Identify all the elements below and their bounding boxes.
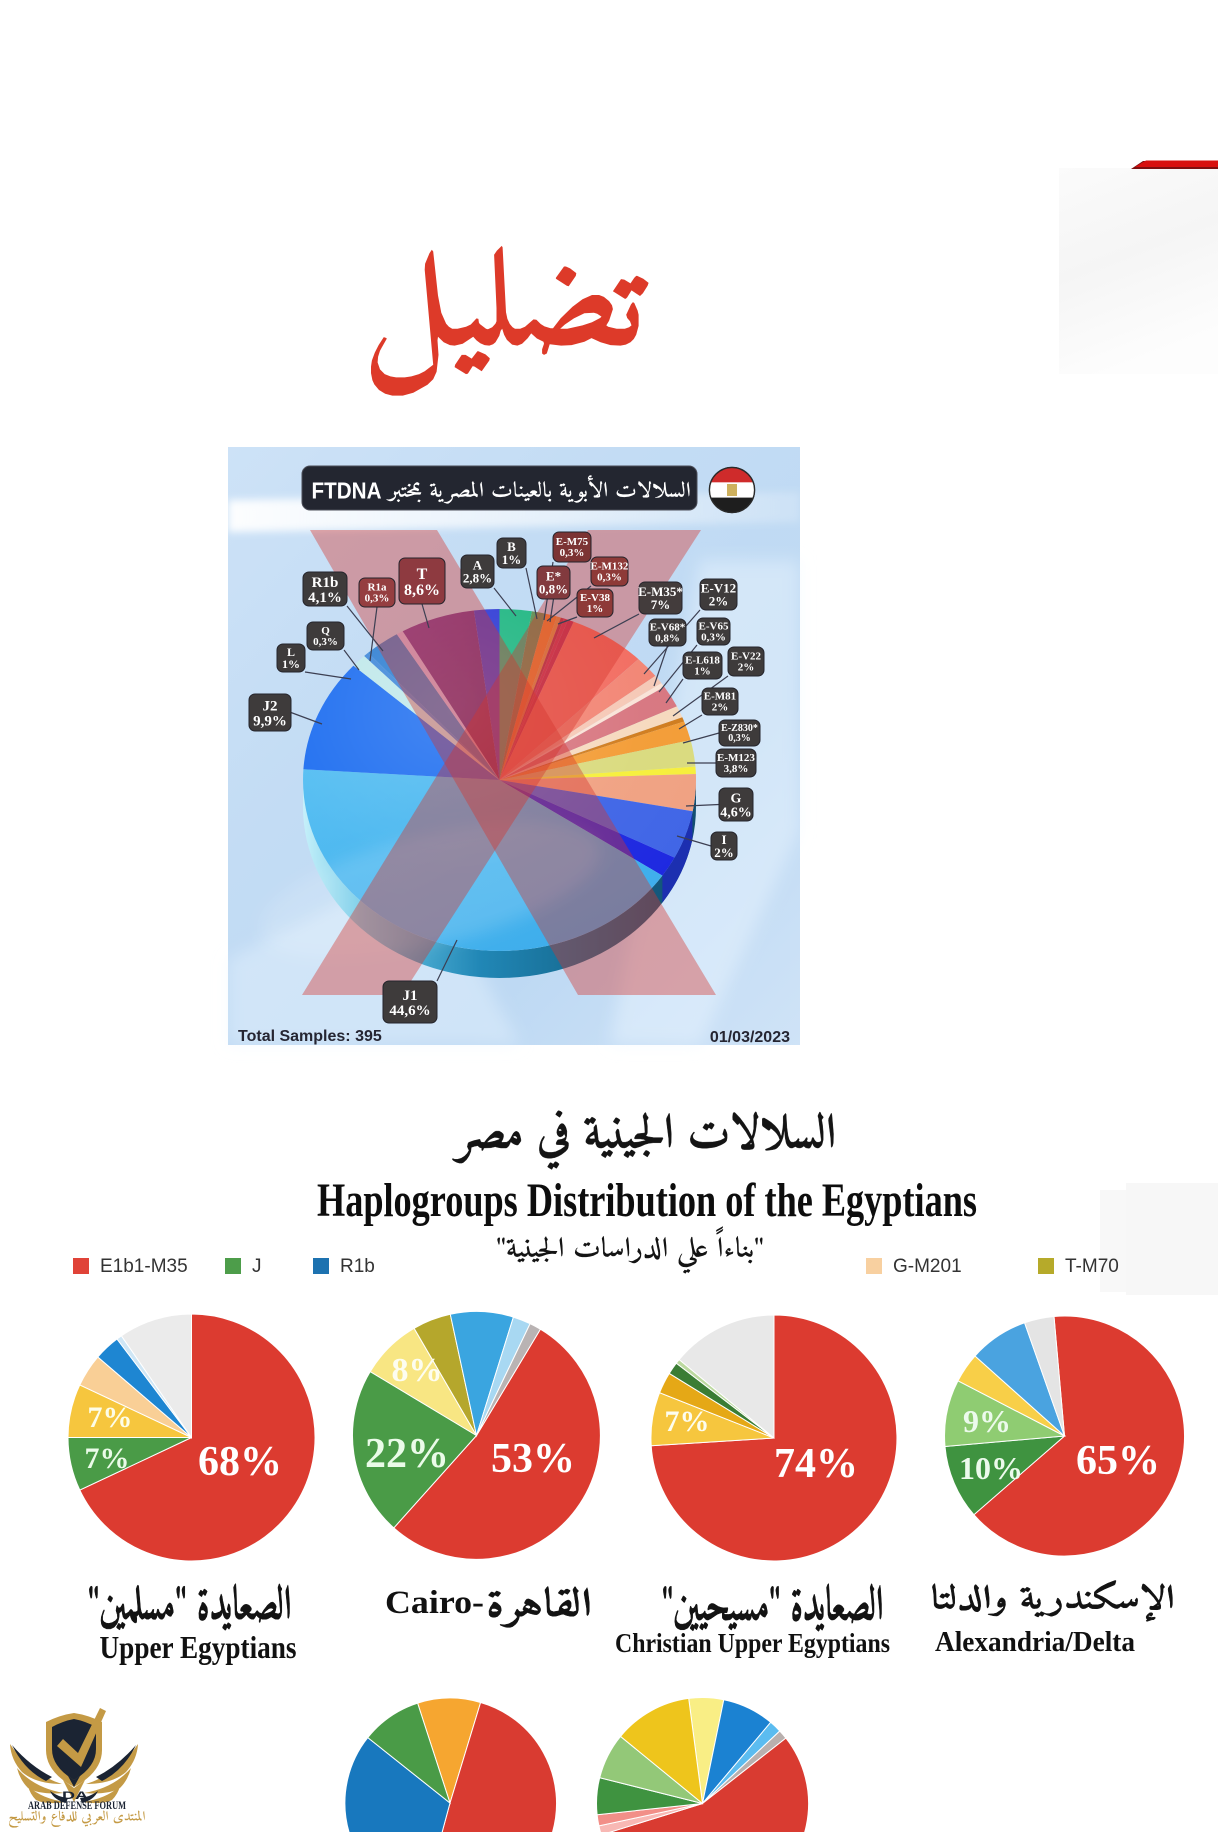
svg-text:1%: 1% xyxy=(694,666,711,678)
svg-text:2%: 2% xyxy=(709,594,729,609)
svg-text:J1: J1 xyxy=(403,988,418,1004)
svg-text:ARAB DEFENSE FORUM: ARAB DEFENSE FORUM xyxy=(28,1800,126,1812)
svg-text:0,3%: 0,3% xyxy=(728,733,751,744)
svg-text:B: B xyxy=(507,539,516,554)
svg-text:4,1%: 4,1% xyxy=(308,590,342,606)
svg-text:1%: 1% xyxy=(502,552,522,567)
svg-text:Total Samples: 395: Total Samples: 395 xyxy=(238,1028,382,1045)
svg-text:7%: 7% xyxy=(651,597,671,612)
svg-text:E-M35*: E-M35* xyxy=(638,584,683,599)
svg-text:FTDNA: FTDNA xyxy=(312,478,382,504)
svg-text:Haplogroups Distribution of th: Haplogroups Distribution of the Egyptian… xyxy=(317,1174,977,1227)
svg-text:44,6%: 44,6% xyxy=(389,1003,430,1019)
svg-text:0,3%: 0,3% xyxy=(560,547,585,559)
svg-text:0,3%: 0,3% xyxy=(597,572,622,584)
svg-text:J2: J2 xyxy=(263,699,278,715)
svg-text:E1b1-M35: E1b1-M35 xyxy=(100,1256,188,1277)
svg-text:E-V38: E-V38 xyxy=(580,592,610,604)
svg-text:0,3%: 0,3% xyxy=(701,632,726,644)
svg-text:0,3%: 0,3% xyxy=(365,593,390,605)
svg-text:0,8%: 0,8% xyxy=(655,633,680,645)
svg-text:G: G xyxy=(731,792,742,807)
svg-text:65%: 65% xyxy=(1076,1438,1160,1484)
svg-text:10%: 10% xyxy=(959,1450,1023,1486)
svg-text:1%: 1% xyxy=(282,657,300,671)
svg-text:T-M70: T-M70 xyxy=(1065,1256,1119,1277)
svg-text:3,8%: 3,8% xyxy=(724,763,749,775)
svg-text:E-V68*: E-V68* xyxy=(650,622,686,634)
svg-text:J: J xyxy=(252,1256,262,1277)
svg-text:L: L xyxy=(287,645,295,659)
svg-text:1%: 1% xyxy=(587,603,604,615)
svg-text:0,3%: 0,3% xyxy=(313,636,338,648)
svg-text:01/03/2023: 01/03/2023 xyxy=(710,1029,790,1046)
svg-text:2%: 2% xyxy=(714,845,734,860)
svg-text:74%: 74% xyxy=(774,1441,858,1487)
svg-text:4,6%: 4,6% xyxy=(720,806,752,821)
svg-text:E-V65: E-V65 xyxy=(699,621,729,633)
svg-text:E*: E* xyxy=(546,569,561,584)
svg-text:Upper Egyptians: Upper Egyptians xyxy=(100,1629,297,1665)
svg-text:7%: 7% xyxy=(85,1442,130,1475)
svg-text:E-M123: E-M123 xyxy=(717,752,755,764)
svg-text:E-M75: E-M75 xyxy=(556,536,589,548)
svg-text:E-M132: E-M132 xyxy=(591,561,629,573)
svg-text:I: I xyxy=(721,832,726,847)
svg-text:53%: 53% xyxy=(491,1436,575,1482)
svg-text:R1b: R1b xyxy=(312,575,339,591)
svg-text:E-M81: E-M81 xyxy=(704,691,736,703)
svg-text:9%: 9% xyxy=(963,1403,1011,1439)
svg-text:R1b: R1b xyxy=(340,1256,375,1277)
svg-text:A: A xyxy=(473,558,483,573)
svg-text:8,6%: 8,6% xyxy=(404,582,440,599)
svg-text:2%: 2% xyxy=(738,662,755,674)
svg-text:7%: 7% xyxy=(665,1405,710,1438)
svg-text:22%: 22% xyxy=(365,1431,449,1477)
svg-text:E-V12: E-V12 xyxy=(701,581,736,596)
svg-text:E-L618: E-L618 xyxy=(685,655,720,667)
svg-text:2%: 2% xyxy=(712,702,729,714)
svg-text:8%: 8% xyxy=(392,1352,443,1389)
svg-text:Cairo-: Cairo- xyxy=(385,1585,484,1621)
svg-text:7%: 7% xyxy=(88,1401,133,1434)
svg-text:Q: Q xyxy=(321,625,330,637)
svg-text:G-M201: G-M201 xyxy=(893,1256,962,1277)
svg-text:9,9%: 9,9% xyxy=(253,714,287,730)
svg-text:68%: 68% xyxy=(198,1439,282,1485)
svg-text:0,8%: 0,8% xyxy=(539,582,568,597)
svg-text:R1a: R1a xyxy=(368,582,387,594)
svg-text:E-Z830*: E-Z830* xyxy=(721,723,758,734)
svg-text:Christian Upper Egyptians: Christian Upper Egyptians xyxy=(615,1628,890,1658)
svg-text:Alexandria/Delta: Alexandria/Delta xyxy=(935,1626,1135,1658)
svg-text:E-V22: E-V22 xyxy=(731,651,761,663)
svg-text:2,8%: 2,8% xyxy=(463,571,492,586)
svg-text:DA: DA xyxy=(62,1790,88,1802)
svg-text:T: T xyxy=(417,566,428,583)
